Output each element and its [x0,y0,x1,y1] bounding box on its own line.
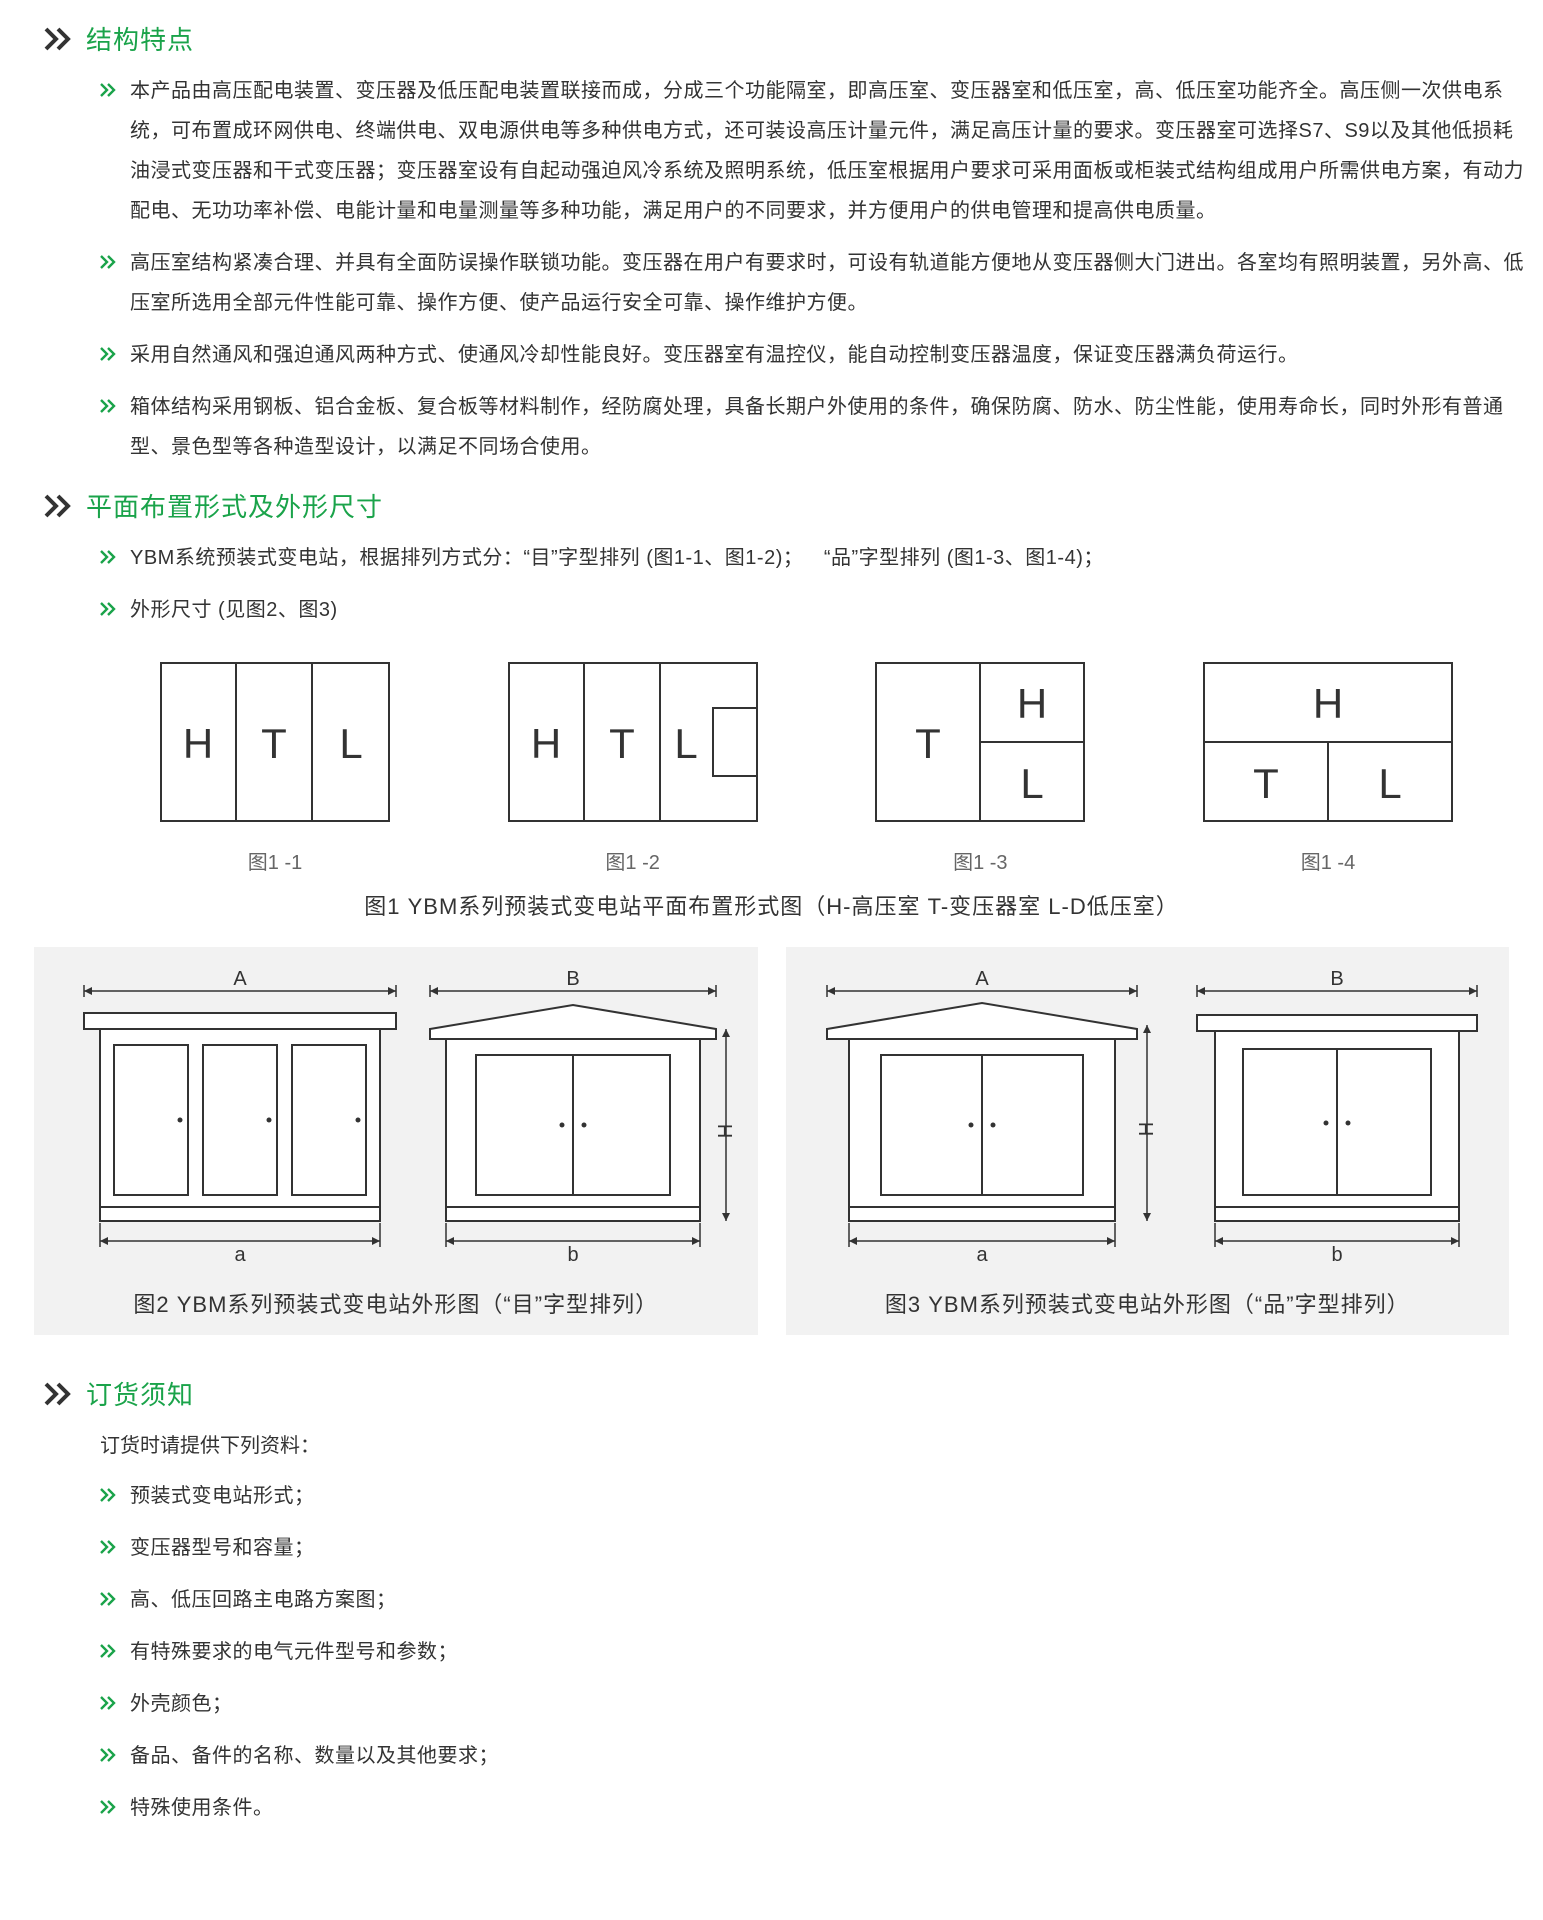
bullet-list: 预装式变电站形式； 变压器型号和容量； 高、低压回路主电路方案图； 有特殊要求的… [0,1476,1543,1828]
fig1-4: H T L 图1 -4 [1203,662,1453,875]
chevron-small-icon [100,550,116,564]
cell-h: H [1017,680,1047,727]
sub-caption: 图1 -1 [248,846,302,875]
list-item: 有特殊要求的电气元件型号和参数； [100,1632,1527,1672]
list-item: 变压器型号和容量； [100,1528,1527,1568]
figure-1: H T L 图1 -1 H T L 图1 -2 [0,642,1543,875]
heading-row: 平面布置形式及外形尺寸 [0,487,1543,524]
chevron-double-icon [44,27,72,51]
chevron-small-icon [100,83,116,97]
sub-caption: 图1 -3 [953,846,1007,875]
list-text: 高压室结构紧凑合理、并具有全面防误操作联锁功能。变压器在用户有要求时，可设有轨道… [130,243,1527,323]
list-text: 变压器型号和容量； [130,1528,315,1568]
dim-a-lower: a [977,1244,989,1266]
order-intro: 订货时请提供下列资料： [0,1426,1543,1466]
cell-h: H [183,720,213,767]
fig1-3: T H L 图1 -3 [875,662,1085,875]
list-item: 高、低压回路主电路方案图； [100,1580,1527,1620]
bullet-list: 本产品由高压配电装置、变压器及低压配电装置联接而成，分成三个功能隔室，即高压室、… [0,71,1543,467]
fig1-2: H T L 图1 -2 [508,662,758,875]
cell-h: H [1313,680,1343,727]
figure-3-caption: 图3 YBM系列预装式变电站外形图（“品”字型排列） [806,1287,1490,1319]
list-text: 高、低压回路主电路方案图； [130,1580,397,1620]
chevron-small-icon [100,602,116,616]
figure-2-caption: 图2 YBM系列预装式变电站外形图（“目”字型排列） [54,1287,738,1319]
list-item: YBM系统预装式变电站，根据排列方式分：“目”字型排列 (图1-1、图1-2)；… [100,538,1527,578]
list-item: 特殊使用条件。 [100,1788,1527,1828]
figure-2-panel: A a [34,947,758,1335]
bullet-list: YBM系统预装式变电站，根据排列方式分：“目”字型排列 (图1-1、图1-2)；… [0,538,1543,630]
list-item: 本产品由高压配电装置、变压器及低压配电装置联接而成，分成三个功能隔室，即高压室、… [100,71,1527,231]
list-item: 采用自然通风和强迫通风两种方式、使通风冷却性能良好。变压器室有温控仪，能自动控制… [100,335,1527,375]
cell-l: L [339,720,362,767]
substation-outline-icon: A H [807,965,1487,1275]
sub-caption: 图1 -4 [1301,846,1355,875]
layout-diagram-icon: T H L [875,662,1085,822]
dim-b: B [1331,968,1344,990]
list-text: 采用自然通风和强迫通风两种方式、使通风冷却性能良好。变压器室有温控仪，能自动控制… [130,335,1299,375]
chevron-small-icon [100,1644,116,1658]
chevron-small-icon [100,399,116,413]
list-text: 外形尺寸 (见图2、图3) [130,590,338,630]
dim-b-lower: b [1332,1244,1343,1266]
list-text: 本产品由高压配电装置、变压器及低压配电装置联接而成，分成三个功能隔室，即高压室、… [130,71,1527,231]
cell-l: L [1021,760,1044,807]
cell-t: T [915,720,941,767]
dim-a: A [233,968,247,990]
cell-l: L [1378,760,1401,807]
section-order: 订货须知 订货时请提供下列资料： 预装式变电站形式； 变压器型号和容量； 高、低… [0,1375,1543,1828]
layout-diagram-icon: H T L [160,662,390,822]
list-text: 特殊使用条件。 [130,1788,274,1828]
chevron-small-icon [100,255,116,269]
dim-h: H [715,1124,736,1138]
dim-a-lower: a [234,1244,246,1266]
heading-row: 结构特点 [0,20,1543,57]
chevron-small-icon [100,1488,116,1502]
list-text: 外壳颜色； [130,1684,233,1724]
dim-a: A [976,968,990,990]
section-title: 订货须知 [86,1375,194,1412]
list-item: 预装式变电站形式； [100,1476,1527,1516]
chevron-small-icon [100,347,116,361]
cell-h: H [530,720,560,767]
sub-caption: 图1 -2 [605,846,659,875]
layout-diagram-icon: H T L [1203,662,1453,822]
cell-t: T [609,720,635,767]
cell-t: T [1253,760,1279,807]
list-text: 备品、备件的名称、数量以及其他要求； [130,1736,499,1776]
list-item: 高压室结构紧凑合理、并具有全面防误操作联锁功能。变压器在用户有要求时，可设有轨道… [100,243,1527,323]
list-text: 有特殊要求的电气元件型号和参数； [130,1632,458,1672]
section-structure: 结构特点 本产品由高压配电装置、变压器及低压配电装置联接而成，分成三个功能隔室，… [0,20,1543,467]
chevron-double-icon [44,494,72,518]
chevron-small-icon [100,1748,116,1762]
chevron-small-icon [100,1800,116,1814]
layout-diagram-icon: H T L [508,662,758,822]
figure-3-panel: A H [786,947,1510,1335]
list-item: 外形尺寸 (见图2、图3) [100,590,1527,630]
section-layout: 平面布置形式及外形尺寸 YBM系统预装式变电站，根据排列方式分：“目”字型排列 … [0,487,1543,1335]
cell-t: T [261,720,287,767]
section-title: 结构特点 [86,20,194,57]
cell-l: L [674,720,697,767]
list-text: 箱体结构采用钢板、铝合金板、复合板等材料制作，经防腐处理，具备长期户外使用的条件… [130,387,1527,467]
chevron-small-icon [100,1540,116,1554]
figure-1-caption: 图1 YBM系列预装式变电站平面布置形式图（H-高压室 T-变压器室 L-D低压… [0,889,1543,921]
list-text: 预装式变电站形式； [130,1476,315,1516]
chevron-small-icon [100,1592,116,1606]
section-title: 平面布置形式及外形尺寸 [86,487,383,524]
list-item: 箱体结构采用钢板、铝合金板、复合板等材料制作，经防腐处理，具备长期户外使用的条件… [100,387,1527,467]
dim-h: H [1136,1122,1158,1136]
substation-outline-icon: A a [56,965,736,1275]
fig1-1: H T L 图1 -1 [160,662,390,875]
list-item: 备品、备件的名称、数量以及其他要求； [100,1736,1527,1776]
heading-row: 订货须知 [0,1375,1543,1412]
dim-b-lower: b [567,1244,578,1266]
list-item: 外壳颜色； [100,1684,1527,1724]
chevron-double-icon [44,1382,72,1406]
dim-b: B [566,968,579,990]
figure-2-3: A a [0,947,1543,1335]
chevron-small-icon [100,1696,116,1710]
list-text: YBM系统预装式变电站，根据排列方式分：“目”字型排列 (图1-1、图1-2)；… [130,538,1104,578]
